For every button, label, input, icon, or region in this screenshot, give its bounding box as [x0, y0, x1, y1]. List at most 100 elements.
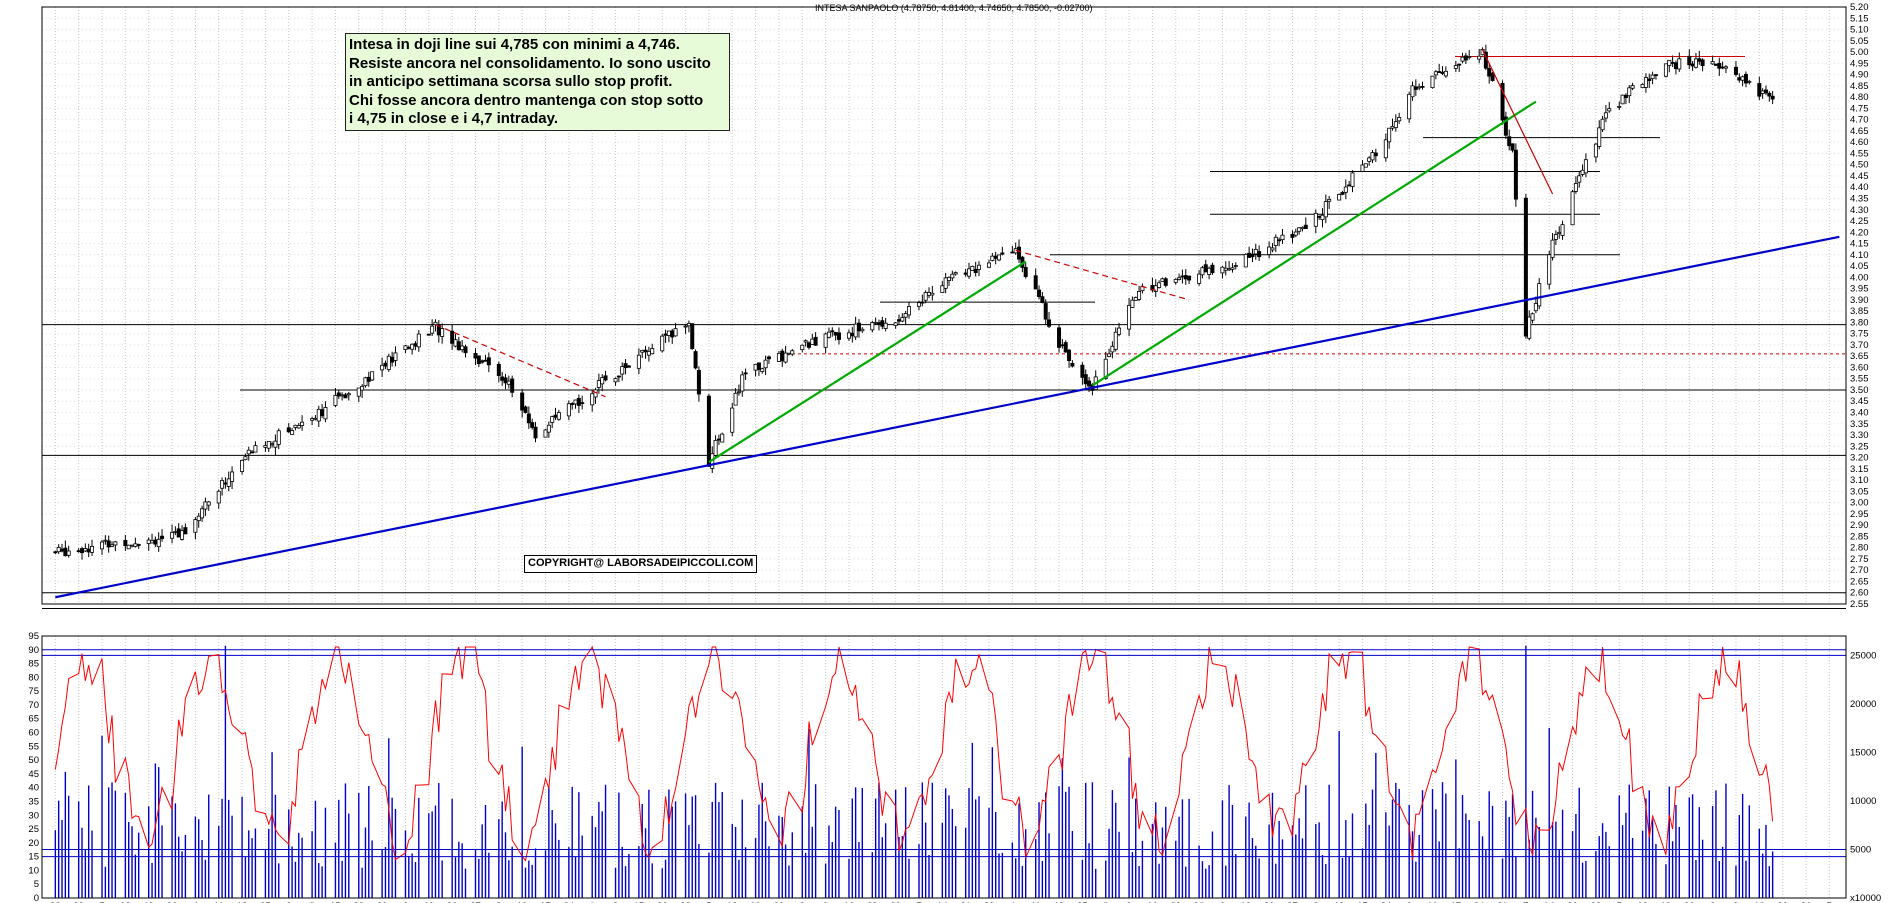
copyright-label: COPYRIGHT@ LABORSADEIPICCOLI.COM — [524, 555, 758, 573]
candle-body — [776, 352, 781, 362]
trendline-trend — [708, 260, 1027, 464]
x-day-label: 22 — [1567, 901, 1578, 903]
price-tick-label: 4.50 — [1850, 160, 1869, 171]
candle-body — [286, 427, 291, 433]
candle-body — [760, 368, 765, 372]
price-tick-label: 3.10 — [1850, 475, 1869, 486]
osc-tick-label: 65 — [28, 714, 39, 725]
candle-body — [1620, 94, 1625, 105]
x-day-label: 12 — [727, 901, 738, 903]
candle-body — [133, 543, 138, 547]
osc-tick-label: 70 — [28, 700, 39, 711]
candle-body — [320, 409, 325, 416]
x-day-label: 12 — [1637, 901, 1648, 903]
candle-body — [380, 364, 385, 371]
candle-body — [926, 291, 931, 296]
candle-body — [336, 392, 341, 397]
candle-body — [456, 341, 461, 351]
price-tick-label: 3.80 — [1850, 317, 1869, 328]
candle-body — [266, 441, 271, 449]
price-tick-label: 4.35 — [1850, 193, 1869, 204]
candle-body — [1670, 62, 1675, 64]
candle-body — [1393, 121, 1398, 129]
candle-body — [206, 501, 211, 506]
price-tick-label: 2.90 — [1850, 520, 1869, 531]
x-day-label: 17 — [1451, 901, 1462, 903]
note-line-3: in anticipo settimana scorsa sullo stop … — [349, 73, 673, 90]
x-day-label: 23 — [1777, 901, 1788, 903]
candle-body — [873, 321, 878, 324]
candle-body — [473, 352, 478, 359]
x-day-label: 24 — [564, 901, 575, 903]
candle-body — [1273, 236, 1278, 246]
candle-body — [663, 333, 668, 336]
candle-body — [970, 265, 975, 271]
price-tick-label: 4.40 — [1850, 182, 1869, 193]
candle-body — [1387, 127, 1392, 143]
price-tick-label: 3.25 — [1850, 441, 1869, 452]
candle-body — [1397, 117, 1402, 122]
candle-body — [1763, 89, 1768, 94]
trendline-resistance — [435, 324, 606, 398]
price-tick-label: 3.00 — [1850, 498, 1869, 509]
candle-body — [1257, 251, 1262, 258]
candle-body — [930, 292, 935, 296]
x-day-label: 24 — [1474, 901, 1485, 903]
candle-body — [1153, 285, 1158, 292]
note-line-1: Intesa in doji line sui 4,785 con minimi… — [349, 36, 680, 53]
candle-body — [543, 429, 548, 438]
x-day-label: 11 — [1031, 901, 1041, 903]
candle-body — [1010, 251, 1015, 254]
x-day-label: 29 — [73, 901, 84, 903]
osc-tick-label: 0 — [34, 893, 39, 903]
candle-body — [1653, 74, 1658, 77]
candle-body — [900, 317, 905, 322]
candle-body — [343, 394, 348, 399]
candle-body — [203, 501, 208, 510]
x-day-label: 5 — [1617, 901, 1622, 903]
candle-body — [243, 456, 248, 461]
price-tick-label: 3.90 — [1850, 295, 1869, 306]
trendline-support — [55, 235, 1840, 599]
volume-tick-label: 25000 — [1850, 650, 1876, 661]
x-day-label: 13 — [424, 901, 435, 903]
x-day-label: 19 — [143, 901, 154, 903]
candle-body — [1467, 56, 1472, 58]
candle-body — [546, 424, 551, 433]
candle-body — [830, 330, 835, 333]
candle-body — [1080, 364, 1085, 378]
price-tick-label: 5.00 — [1850, 47, 1869, 58]
candle-body — [1477, 55, 1482, 60]
volume-tick-label: 20000 — [1850, 699, 1876, 710]
candle-body — [106, 540, 111, 548]
grid — [42, 6, 1846, 898]
x-day-label: 16 — [1147, 901, 1158, 903]
candle-body — [916, 302, 921, 307]
candle-body — [150, 540, 155, 544]
price-tick-label: 3.35 — [1850, 419, 1869, 430]
osc-tick-label: 60 — [28, 728, 39, 739]
oscillator-series — [54, 645, 1774, 862]
candle-body — [1223, 267, 1228, 271]
price-tick-label: 3.60 — [1850, 362, 1869, 373]
candle-body — [1303, 224, 1308, 229]
candle-body — [53, 551, 58, 554]
x-day-label: 6 — [403, 901, 408, 903]
volume-tick-label: 15000 — [1850, 747, 1876, 758]
price-tick-label: 5.20 — [1850, 2, 1869, 13]
candle-body — [603, 375, 608, 381]
candle-body — [1340, 192, 1345, 195]
x-day-label: 18 — [1054, 901, 1065, 903]
candle-body — [1700, 59, 1705, 66]
osc-tick-label: 55 — [28, 741, 39, 752]
x-day-label: 16 — [844, 901, 855, 903]
x-day-label: 25 — [260, 901, 271, 903]
x-day-label: 9 — [1733, 901, 1738, 903]
candle-body — [526, 413, 531, 424]
price-tick-label: 5.10 — [1850, 25, 1869, 36]
candle-body — [790, 350, 795, 355]
chart-frame — [41, 6, 1847, 899]
x-day-label: 9 — [823, 901, 828, 903]
candle-body — [1343, 186, 1348, 193]
